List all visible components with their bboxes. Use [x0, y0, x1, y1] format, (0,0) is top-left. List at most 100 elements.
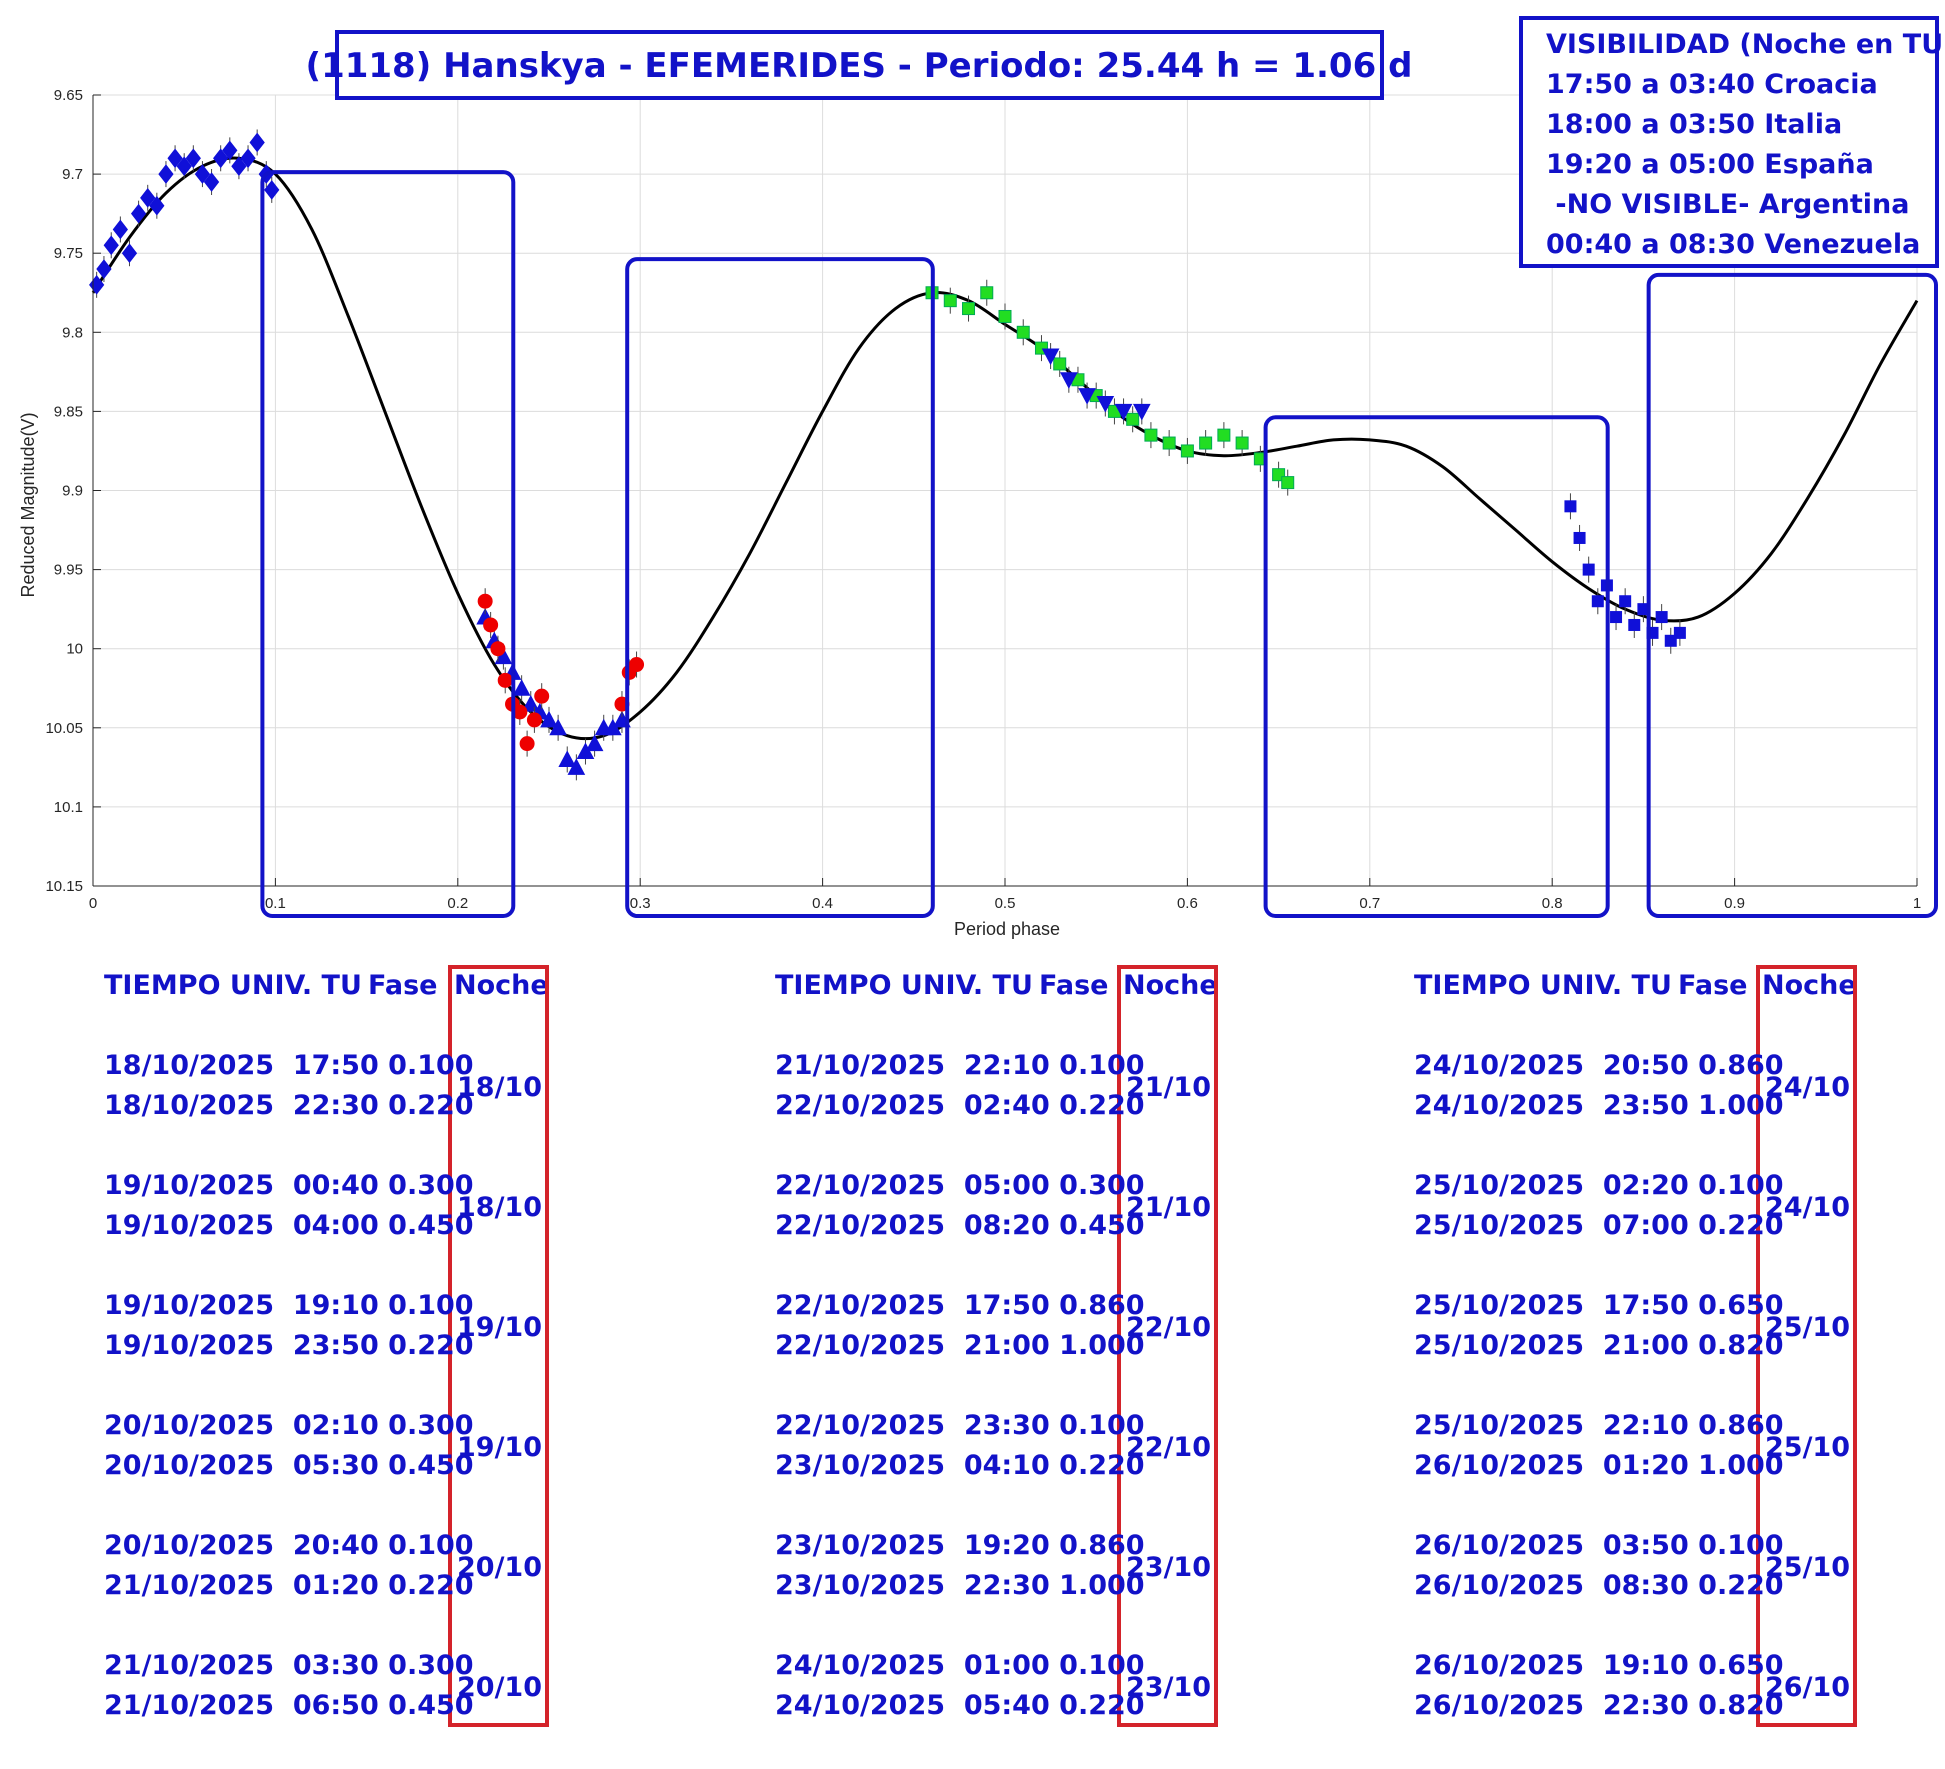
night-date: 19/10: [457, 1432, 543, 1463]
night-date: 24/10: [1765, 1192, 1851, 1223]
data-point-triangle-down: [1041, 348, 1060, 366]
y-tick-label: 10.1: [54, 799, 83, 816]
y-tick-label: 9.95: [54, 562, 83, 579]
phase-window-box: [625, 257, 935, 918]
ephemeris-row-start: 26/10/2025 19:10 0.650: [1414, 1650, 1784, 1681]
data-point-square: [1619, 595, 1632, 608]
data-point-diamond: [103, 235, 119, 256]
data-point-diamond: [96, 259, 112, 279]
y-tick-label: 9.85: [54, 403, 83, 420]
night-date: 24/10: [1765, 1072, 1851, 1103]
ephemeris-row-start: 26/10/2025 03:50 0.100: [1414, 1530, 1784, 1561]
x-tick-label: 0: [89, 895, 97, 912]
data-point-diamond: [130, 203, 147, 224]
x-axis-label: Period phase: [954, 919, 1060, 939]
data-point-circle: [534, 688, 550, 704]
ephemeris-row-start: 18/10/2025 17:50 0.100: [104, 1050, 474, 1081]
y-tick-label: 9.9: [62, 483, 83, 500]
ephemeris-row-start: 24/10/2025 20:50 0.860: [1414, 1050, 1784, 1081]
ephemeris-row-end: 26/10/2025 01:20 1.000: [1414, 1450, 1784, 1481]
data-point-diamond: [149, 195, 165, 216]
data-point-square: [980, 286, 994, 300]
data-point-triangle-down: [1114, 403, 1133, 421]
night-date: 25/10: [1765, 1432, 1851, 1463]
ephemeris-row-start: 20/10/2025 02:10 0.300: [104, 1410, 474, 1441]
visibility-title: VISIBILIDAD (Noche en TU): [1546, 29, 1945, 60]
night-date: 23/10: [1126, 1672, 1212, 1703]
visibility-box: [1519, 16, 1939, 268]
noche-column-box: [448, 965, 549, 1727]
ephemeris-row-end: 22/10/2025 02:40 0.220: [775, 1090, 1145, 1121]
data-point-triangle: [558, 750, 577, 767]
data-point-triangle: [567, 758, 586, 775]
x-tick-label: 0.8: [1542, 895, 1563, 912]
header-phase: Fase: [1678, 970, 1748, 1001]
data-point-triangle-down: [1096, 395, 1115, 413]
data-point-diamond: [112, 219, 128, 240]
night-date: 19/10: [457, 1312, 543, 1343]
night-date: 20/10: [457, 1552, 543, 1583]
data-points: [89, 129, 1686, 781]
ephemeris-row-end: 19/10/2025 23:50 0.220: [104, 1330, 474, 1361]
header-time: TIEMPO UNIV. TU: [775, 970, 1033, 1001]
data-point-diamond: [176, 156, 192, 177]
ephemeris-row-end: 20/10/2025 05:30 0.450: [104, 1450, 474, 1481]
night-date: 26/10: [1765, 1672, 1851, 1703]
header-night: Noche: [454, 970, 549, 1001]
night-date: 21/10: [1126, 1072, 1212, 1103]
phase-window-box: [260, 170, 516, 919]
data-point-square: [1126, 412, 1140, 426]
ephemeris-row-end: 25/10/2025 07:00 0.220: [1414, 1210, 1784, 1241]
data-point-diamond: [185, 148, 201, 169]
ephemeris-row-end: 19/10/2025 04:00 0.450: [104, 1210, 474, 1241]
phase-window-boxes: [260, 170, 1938, 919]
data-point-triangle: [549, 718, 567, 736]
data-point-diamond: [158, 164, 174, 184]
y-tick-label: 9.8: [62, 324, 83, 341]
data-point-diamond: [194, 164, 211, 184]
night-date: 25/10: [1765, 1552, 1851, 1583]
data-point-square: [1144, 428, 1158, 442]
y-tick-label: 9.65: [54, 87, 83, 104]
x-tick-label: 0.4: [812, 895, 833, 912]
phase-window-box: [1263, 415, 1610, 918]
visibility-venezuela: 00:40 a 08:30 Venezuela: [1546, 229, 1920, 260]
data-point-square: [1281, 476, 1295, 490]
ephemeris-row-start: 22/10/2025 17:50 0.860: [775, 1290, 1145, 1321]
ephemeris-row-start: 25/10/2025 02:20 0.100: [1414, 1170, 1784, 1201]
title-box: [335, 30, 1384, 100]
night-date: 23/10: [1126, 1552, 1212, 1583]
data-point-circle: [490, 641, 506, 657]
chart-title: (1118) Hanskya - EFEMERIDES - Periodo: 2…: [306, 46, 1413, 86]
ephemeris-row-start: 25/10/2025 17:50 0.650: [1414, 1290, 1784, 1321]
x-tick-label: 0.2: [447, 895, 468, 912]
data-point-circle: [526, 712, 542, 728]
data-point-square: [1162, 436, 1176, 450]
data-point-square: [1217, 428, 1231, 442]
header-night: Noche: [1762, 970, 1857, 1001]
data-point-triangle: [585, 734, 604, 752]
x-tick-label: 0.1: [265, 895, 286, 912]
ephemeris-row-end: 25/10/2025 21:00 0.820: [1414, 1330, 1784, 1361]
data-point-square: [1235, 436, 1249, 450]
ephemeris-row-start: 22/10/2025 05:00 0.300: [775, 1170, 1145, 1201]
visibility-argentina: -NO VISIBLE- Argentina: [1546, 189, 1910, 220]
header-phase: Fase: [1039, 970, 1109, 1001]
x-tick-label: 0.3: [630, 895, 651, 912]
ephemeris-row-end: 23/10/2025 04:10 0.220: [775, 1450, 1145, 1481]
data-point-diamond: [264, 180, 280, 200]
night-date: 20/10: [457, 1672, 543, 1703]
night-date: 18/10: [457, 1072, 543, 1103]
data-point-square: [1655, 611, 1668, 624]
ephemeris-row-start: 22/10/2025 23:30 0.100: [775, 1410, 1145, 1441]
ephemeris-row-end: 22/10/2025 21:00 1.000: [775, 1330, 1145, 1361]
visibility-italia: 18:00 a 03:50 Italia: [1546, 109, 1842, 140]
lightcurve-chart: 0 0.1 0.2 0.3 0.4 0.5 0.6 0.7 0.8 0.9 1 9.65 9.7 9.75…: [18, 16, 1945, 939]
header-time: TIEMPO UNIV. TU: [104, 970, 362, 1001]
data-point-circle: [477, 593, 493, 609]
y-axis-label: Reduced Magnitude(V): [18, 412, 38, 597]
data-point-triangle: [494, 647, 513, 665]
header-phase: Fase: [368, 970, 438, 1001]
data-point-square: [1591, 595, 1604, 608]
ephemeris-row-start: 25/10/2025 22:10 0.860: [1414, 1410, 1784, 1441]
